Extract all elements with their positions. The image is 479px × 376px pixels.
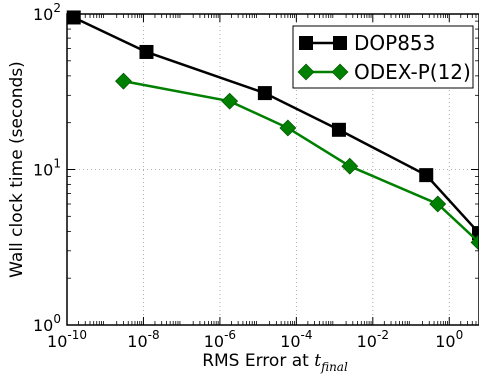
tick-labels: 10-10 10-8 10-6 10-4 10-2 100 100 101 102 (33, 1, 463, 351)
ticks (66, 13, 479, 326)
y-tick-label: 101 (33, 157, 61, 180)
series-dop853 (66, 10, 479, 241)
x-tick-label: 10-4 (280, 328, 312, 351)
data-point (257, 86, 272, 101)
series-line (123, 79, 479, 244)
series-layer (66, 10, 479, 251)
data-point (221, 92, 239, 110)
legend-marker (299, 36, 313, 50)
data-point (470, 233, 479, 251)
legend-box (292, 25, 474, 89)
data-point (429, 195, 447, 213)
x-axis-label: RMS Error at tfinal (202, 351, 348, 374)
x-tick-label: 10-8 (127, 328, 159, 351)
data-point (472, 226, 479, 241)
data-point (279, 119, 297, 137)
x-tick-label: 100 (435, 328, 463, 351)
legend-marker (333, 36, 347, 50)
series-odex-p-12- (115, 72, 479, 251)
legend-label: DOP853 (354, 31, 435, 55)
y-tick-label: 100 (33, 312, 61, 335)
legend-label: ODEX-P(12) (354, 60, 471, 84)
data-point (115, 72, 132, 90)
data-point (139, 44, 154, 59)
legend-marker (297, 63, 315, 81)
data-point (341, 157, 359, 175)
legend-marker (331, 63, 349, 81)
y-tick-label: 102 (33, 1, 61, 24)
data-point (419, 168, 434, 183)
data-point (331, 122, 346, 137)
x-tick-label: 10-2 (357, 328, 389, 351)
x-tick-label: 10-6 (204, 328, 236, 351)
series-line (73, 16, 479, 234)
x-tick-label: 10-10 (47, 328, 87, 351)
legend: DOP853 ODEX-P(12) (292, 25, 474, 89)
y-axis-label: Wall clock time (seconds) (7, 61, 27, 278)
